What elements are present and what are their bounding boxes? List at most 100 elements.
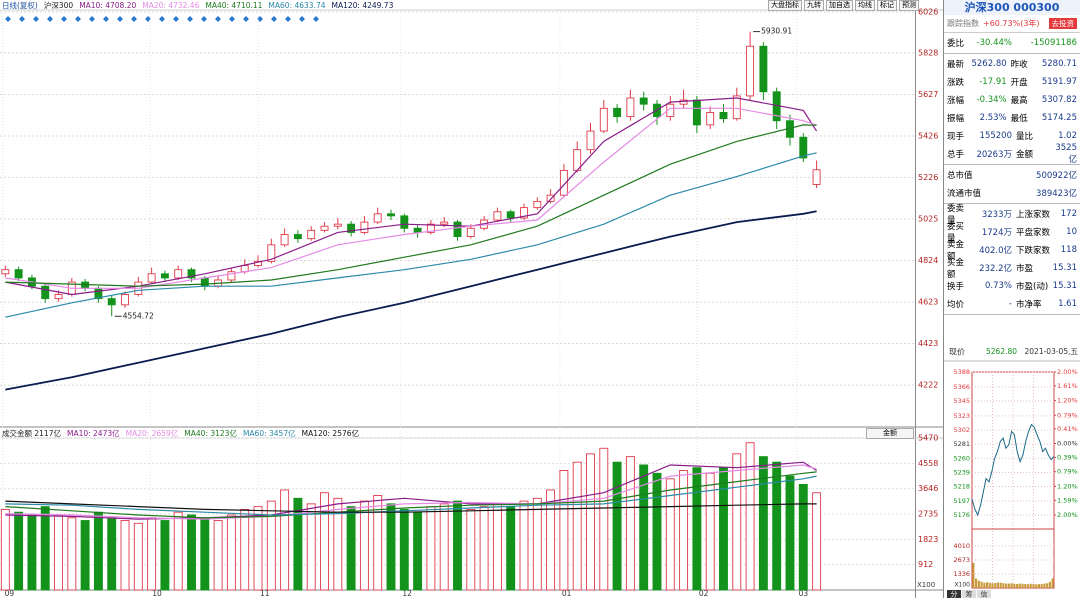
quote-row: 最新 5262.80 昨收 5280.71 bbox=[944, 55, 1080, 73]
quote-label: 最新 bbox=[947, 60, 965, 70]
volume-bar bbox=[213, 520, 223, 591]
toolbar-button[interactable]: 九转 bbox=[804, 0, 824, 11]
intraday-volume-bar bbox=[977, 580, 980, 588]
tracking-row: 跟踪指数 +60.73%(3年) 去投资 bbox=[944, 15, 1080, 33]
volume-bar bbox=[266, 500, 276, 591]
volume-bar bbox=[758, 456, 768, 591]
volume-bar bbox=[306, 503, 316, 591]
ma-line bbox=[5, 210, 817, 391]
volume-bar bbox=[280, 489, 290, 591]
toolbar-button[interactable]: 加自选 bbox=[826, 0, 853, 11]
volume-ma-line bbox=[5, 475, 817, 516]
candle-body bbox=[506, 211, 515, 219]
legend-entry: MA120: 2576亿 bbox=[301, 428, 360, 438]
tracking-value: +60.73%(3年) bbox=[983, 19, 1040, 28]
volume-bar bbox=[226, 514, 236, 591]
tab[interactable] bbox=[977, 590, 991, 598]
volume-bar bbox=[359, 500, 369, 591]
toolbar-button[interactable]: 大盘指标 bbox=[768, 0, 802, 11]
intraday-volume-bar bbox=[980, 581, 983, 588]
quote-label: 换手 bbox=[947, 282, 965, 292]
toolbar-button[interactable]: 均线 bbox=[855, 0, 875, 11]
candle-body bbox=[586, 130, 595, 151]
candle-body bbox=[426, 223, 435, 233]
y-tick-label: 5239 bbox=[953, 469, 970, 477]
quote-label: 昨收 bbox=[1010, 60, 1028, 70]
signal-marker bbox=[229, 16, 235, 22]
quote-value: 2.53% bbox=[979, 113, 1007, 123]
unit-label: X100 bbox=[954, 582, 970, 589]
quote-row: 流通市值 389423亿 bbox=[944, 184, 1080, 202]
volume-bar bbox=[107, 517, 117, 591]
y2-tick-label: 0.79% bbox=[1057, 468, 1078, 476]
x-tick-label: 10 bbox=[152, 589, 162, 598]
quote-label: 下跌家数 bbox=[1016, 246, 1051, 256]
x-tick-label: 12 bbox=[402, 589, 412, 598]
tab[interactable] bbox=[947, 590, 961, 598]
candle-body bbox=[293, 234, 302, 240]
candle-body bbox=[679, 99, 688, 105]
unit-label: X100 bbox=[917, 581, 935, 589]
tab[interactable] bbox=[962, 590, 976, 598]
toolbar-button[interactable]: 标记 bbox=[877, 0, 897, 11]
volume-bar bbox=[639, 464, 649, 591]
tab-label[interactable]: 分 bbox=[951, 590, 958, 598]
quote-value: 172 bbox=[1060, 209, 1077, 219]
volume-bar bbox=[426, 506, 436, 591]
candle-body bbox=[692, 99, 701, 126]
candle-body bbox=[759, 45, 768, 93]
y-tick-label: 912 bbox=[918, 560, 933, 569]
quote-value: - bbox=[1008, 299, 1012, 309]
y-tick-label: 5218 bbox=[953, 483, 970, 491]
quote-value: 1.61 bbox=[1058, 299, 1077, 309]
tab-label[interactable]: 筹 bbox=[966, 590, 973, 598]
intraday-volume-bar bbox=[988, 582, 991, 588]
volume-bar bbox=[333, 497, 343, 591]
volume-bar bbox=[506, 506, 516, 591]
volume-bar bbox=[453, 500, 462, 591]
volume-ma-line bbox=[5, 500, 817, 513]
quote-row: 涨跌 -17.91 开盘 5191.97 bbox=[944, 73, 1080, 91]
legend-entry: MA120: 4249.73 bbox=[331, 0, 394, 10]
intraday-volume-bar bbox=[1035, 584, 1038, 588]
signal-marker bbox=[5, 16, 11, 22]
quote-label: 涨幅 bbox=[947, 96, 965, 106]
tab-label[interactable]: 信 bbox=[981, 590, 988, 598]
y-tick-label: 5426 bbox=[918, 132, 938, 141]
volume-bar bbox=[679, 470, 689, 591]
y2-tick-label: 0.39% bbox=[1057, 453, 1078, 461]
volume-bar bbox=[625, 456, 635, 591]
intraday-chart: 现价 5262.80 2021-03-05,五 5388 5366 5345 5323 530… bbox=[943, 343, 1080, 598]
signal-marker bbox=[215, 16, 221, 22]
signal-marker bbox=[33, 16, 39, 22]
quote-label: 量比 bbox=[1016, 132, 1034, 142]
toolbar-button[interactable]: 预测 bbox=[899, 0, 919, 11]
price-line bbox=[971, 423, 1055, 517]
candle-body bbox=[160, 273, 169, 279]
x-tick-label: 01 bbox=[562, 589, 572, 598]
signal-marker bbox=[103, 16, 109, 22]
signal-marker bbox=[75, 16, 81, 22]
quote-row: 委买量 1724万 平盘家数 10 bbox=[944, 222, 1080, 244]
signal-marker bbox=[145, 16, 151, 22]
invest-button[interactable]: 去投资 bbox=[1048, 18, 1077, 29]
quote-value: 155200 bbox=[979, 131, 1012, 141]
candle-body bbox=[360, 221, 369, 233]
y-tick-label: 2735 bbox=[918, 510, 938, 519]
candle-body bbox=[466, 227, 475, 238]
y-tick-label: 4558 bbox=[918, 459, 938, 468]
volume-button[interactable]: 金额 bbox=[866, 428, 914, 439]
y-tick-label: 1823 bbox=[918, 535, 938, 544]
quote-row: 现手 155200 量比 1.02 bbox=[944, 127, 1080, 145]
quote-value: -17.91 bbox=[979, 77, 1007, 87]
quote-label: 金额 bbox=[1016, 150, 1034, 160]
candle-body bbox=[706, 112, 715, 126]
intraday-volume-bar bbox=[1005, 583, 1008, 588]
y-tick-label: 2673 bbox=[953, 556, 970, 564]
candle-body bbox=[373, 213, 382, 223]
y-tick-label: 5302 bbox=[953, 426, 970, 434]
candle-body bbox=[440, 221, 449, 225]
max-annotation: 5930.91 bbox=[761, 27, 792, 36]
legend-entry: MA10: 2473亿 bbox=[66, 428, 120, 438]
volume-bar bbox=[253, 506, 263, 591]
